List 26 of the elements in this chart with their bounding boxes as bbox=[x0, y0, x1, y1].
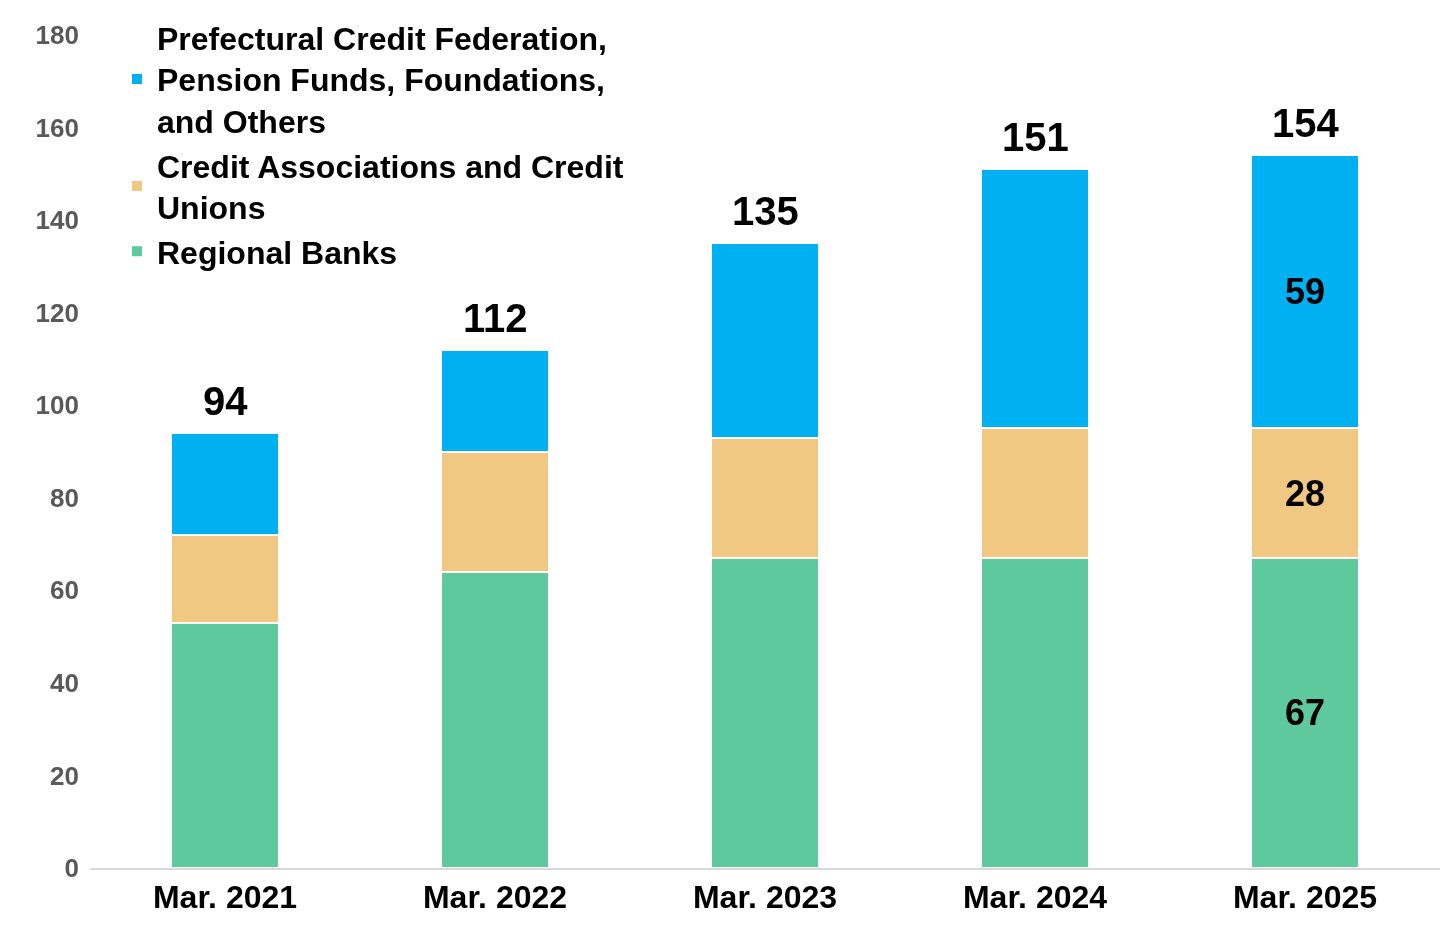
legend-label: Prefectural Credit Federation, Pension Funds, Foundations, and Others bbox=[157, 20, 607, 140]
x-tick-label: Mar. 2022 bbox=[422, 879, 568, 916]
legend-label: Regional Banks bbox=[157, 234, 398, 271]
x-tick-label: Mar. 2025 bbox=[1232, 879, 1378, 916]
y-tick-label: 160 bbox=[35, 112, 79, 143]
total-label: 154 bbox=[1272, 101, 1340, 145]
y-tick-label: 60 bbox=[50, 575, 79, 606]
x-tick-label: Mar. 2021 bbox=[152, 879, 298, 916]
data-label: 67 bbox=[1284, 692, 1326, 734]
y-tick-label: 140 bbox=[35, 205, 79, 236]
x-tick-label: Mar. 2023 bbox=[692, 879, 838, 916]
total-label: 135 bbox=[732, 189, 799, 233]
legend-label: Credit Associations and Credit Unions bbox=[157, 148, 624, 227]
data-label: 28 bbox=[1284, 472, 1326, 514]
y-tick-label: 40 bbox=[50, 667, 79, 698]
y-tick-label: 80 bbox=[50, 482, 79, 513]
total-label: 151 bbox=[1002, 115, 1069, 159]
y-tick-label: 20 bbox=[50, 760, 79, 791]
total-label: 94 bbox=[203, 379, 249, 423]
total-label: 112 bbox=[463, 296, 528, 340]
data-label: 59 bbox=[1284, 271, 1326, 313]
x-tick-label: Mar. 2024 bbox=[962, 879, 1108, 916]
y-tick-label: 120 bbox=[35, 297, 79, 328]
y-tick-label: 0 bbox=[64, 853, 79, 884]
y-tick-label: 100 bbox=[35, 390, 79, 421]
y-tick-label: 180 bbox=[35, 20, 79, 51]
